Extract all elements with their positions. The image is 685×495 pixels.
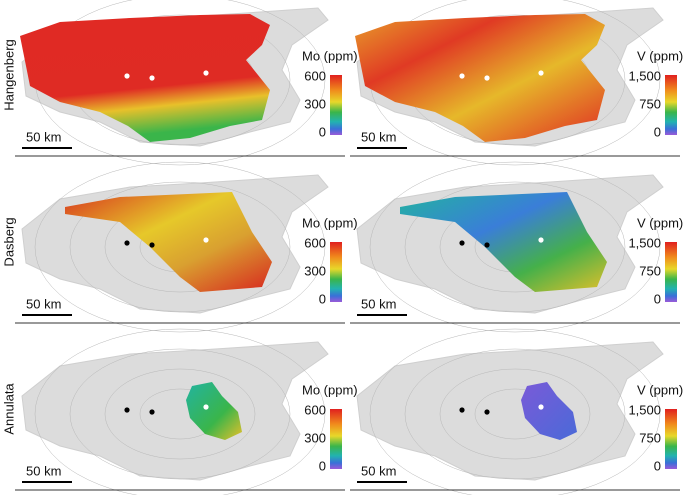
colorbar-tick: 1,500 bbox=[628, 402, 661, 417]
map-panel: Mo (ppm) 600 300 0 50 km bbox=[15, 161, 358, 333]
colorbar bbox=[665, 242, 677, 302]
site-dot bbox=[459, 407, 465, 413]
site-dot bbox=[149, 242, 155, 248]
colorbar-title: Mo (ppm) bbox=[302, 48, 358, 63]
map-panel: V (ppm) 1,500 750 0 50 km bbox=[350, 0, 683, 166]
scale-label: 50 km bbox=[361, 463, 396, 478]
map-panel: V (ppm) 1,500 750 0 50 km bbox=[350, 161, 683, 333]
colorbar-tick: 750 bbox=[639, 96, 661, 111]
colorbar-title: Mo (ppm) bbox=[302, 382, 358, 397]
site-dot bbox=[538, 70, 544, 76]
contour bbox=[404, 348, 626, 480]
scale-label: 50 km bbox=[26, 463, 61, 478]
row-label: Hangenberg bbox=[1, 39, 16, 111]
site-dot bbox=[124, 73, 130, 79]
colorbar bbox=[330, 242, 342, 302]
row-label: Annulata bbox=[1, 383, 16, 435]
landmass bbox=[356, 341, 664, 481]
contour bbox=[369, 161, 661, 333]
colorbar-title: Mo (ppm) bbox=[302, 215, 358, 230]
contour bbox=[34, 328, 326, 495]
colorbar-title: V (ppm) bbox=[637, 48, 683, 63]
contour bbox=[69, 181, 291, 313]
site-dot bbox=[203, 237, 209, 243]
map-panel: V (ppm) 1,500 750 0 50 km bbox=[350, 328, 683, 495]
colorbar-tick: 0 bbox=[319, 458, 326, 473]
site-dot bbox=[124, 407, 130, 413]
colorbar-tick: 0 bbox=[319, 291, 326, 306]
scale-label: 50 km bbox=[361, 296, 396, 311]
colorbar-tick: 300 bbox=[304, 263, 326, 278]
site-dot bbox=[149, 409, 155, 415]
data-overlay bbox=[521, 382, 577, 440]
colorbar bbox=[665, 409, 677, 469]
colorbar-title: V (ppm) bbox=[637, 215, 683, 230]
site-dot bbox=[484, 409, 490, 415]
colorbar bbox=[330, 409, 342, 469]
colorbar bbox=[665, 75, 677, 135]
data-overlay bbox=[186, 382, 242, 440]
site-dot bbox=[124, 240, 130, 246]
data-overlay bbox=[355, 14, 605, 142]
site-dot bbox=[484, 242, 490, 248]
contour bbox=[34, 161, 326, 333]
data-overlay bbox=[20, 14, 270, 142]
colorbar-tick: 300 bbox=[304, 96, 326, 111]
row-label: Dasberg bbox=[1, 217, 16, 266]
colorbar-tick: 600 bbox=[304, 68, 326, 83]
colorbar-tick: 600 bbox=[304, 235, 326, 250]
map-panel: Mo (ppm) 600 300 0 50 km bbox=[15, 328, 358, 495]
site-dot bbox=[203, 70, 209, 76]
colorbar-tick: 750 bbox=[639, 263, 661, 278]
site-dot bbox=[203, 404, 209, 410]
site-dot bbox=[484, 75, 490, 81]
site-dot bbox=[538, 237, 544, 243]
scale-label: 50 km bbox=[361, 129, 396, 144]
colorbar-tick: 0 bbox=[654, 458, 661, 473]
colorbar-tick: 300 bbox=[304, 430, 326, 445]
colorbar-tick: 0 bbox=[654, 291, 661, 306]
colorbar-tick: 750 bbox=[639, 430, 661, 445]
site-dot bbox=[459, 240, 465, 246]
colorbar-tick: 0 bbox=[319, 124, 326, 139]
colorbar-tick: 0 bbox=[654, 124, 661, 139]
scale-label: 50 km bbox=[26, 129, 61, 144]
contour bbox=[369, 328, 661, 495]
data-overlay bbox=[400, 192, 607, 292]
scale-label: 50 km bbox=[26, 296, 61, 311]
landmass bbox=[21, 341, 329, 481]
site-dot bbox=[459, 73, 465, 79]
colorbar-tick: 1,500 bbox=[628, 235, 661, 250]
colorbar-tick: 1,500 bbox=[628, 68, 661, 83]
contour bbox=[404, 181, 626, 313]
contour bbox=[439, 368, 591, 460]
contour bbox=[69, 348, 291, 480]
site-dot bbox=[538, 404, 544, 410]
data-overlay bbox=[65, 192, 272, 292]
colorbar bbox=[330, 75, 342, 135]
map-panel: Mo (ppm) 600 300 0 50 km bbox=[15, 0, 358, 166]
contour bbox=[104, 368, 256, 460]
colorbar-title: V (ppm) bbox=[637, 382, 683, 397]
site-dot bbox=[149, 75, 155, 81]
colorbar-tick: 600 bbox=[304, 402, 326, 417]
